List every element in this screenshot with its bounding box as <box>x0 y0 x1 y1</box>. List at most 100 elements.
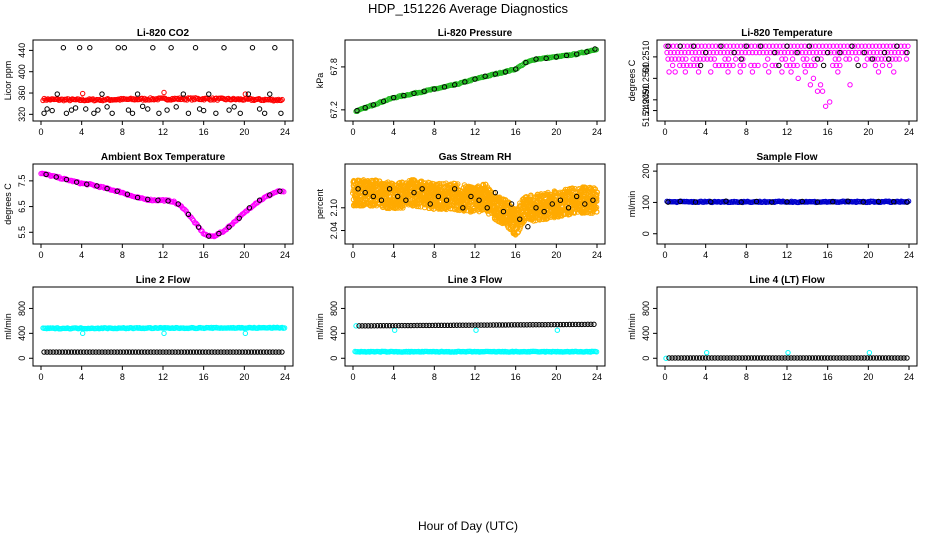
data-point <box>594 192 600 198</box>
data-point <box>722 56 728 62</box>
data-point <box>161 330 167 337</box>
data-point <box>823 43 829 49</box>
x-tick-label: 20 <box>863 127 873 137</box>
y-tick-label: 67.2 <box>329 101 339 119</box>
data-point <box>451 186 458 192</box>
panel-8: Line 3 Flow ml/min 0 4 8 12 16 20 24 0 400 800 <box>315 275 606 382</box>
data-point <box>905 43 911 49</box>
data-point <box>460 205 466 211</box>
data-point <box>898 355 904 361</box>
data-point <box>209 349 215 355</box>
data-point <box>496 322 503 328</box>
x-tick-label: 8 <box>432 250 437 260</box>
data-point <box>356 323 362 329</box>
data-point <box>568 210 575 216</box>
data-point <box>593 204 600 211</box>
data-point <box>812 43 819 49</box>
data-point <box>803 355 810 361</box>
data-point <box>899 49 905 56</box>
x-tick-label: 24 <box>904 250 914 260</box>
data-point <box>79 330 86 337</box>
y-tick-label: 2.10 <box>329 199 339 217</box>
series-2 <box>79 89 249 97</box>
data-point <box>837 355 843 361</box>
data-point <box>380 323 387 329</box>
data-point <box>696 355 703 361</box>
data-point <box>96 349 102 355</box>
data-point <box>665 56 671 62</box>
y-axis-label: kPa <box>315 73 325 89</box>
data-point <box>60 45 67 51</box>
data-point <box>692 199 699 205</box>
series-2 <box>665 198 910 205</box>
data-point <box>447 322 454 328</box>
data-point <box>671 49 677 56</box>
data-point <box>492 71 499 77</box>
data-point <box>109 110 115 116</box>
y-tick-label: 320 <box>17 107 27 122</box>
x-tick-label: 16 <box>511 372 521 382</box>
data-point <box>855 355 861 361</box>
y-tick-label: 51.2500 <box>641 62 651 95</box>
data-point <box>123 349 130 355</box>
data-point <box>487 187 493 194</box>
data-point <box>545 321 551 328</box>
y-tick-label: 5.5 <box>17 226 27 239</box>
data-point <box>466 322 472 328</box>
data-point <box>886 62 893 69</box>
y-tick-label: 200 <box>641 164 651 179</box>
data-point <box>676 56 682 62</box>
data-point <box>904 355 910 361</box>
data-point <box>441 84 448 90</box>
data-point <box>485 211 492 217</box>
data-point <box>724 49 731 56</box>
data-point <box>454 322 460 328</box>
data-point <box>44 106 50 112</box>
data-point <box>895 49 902 56</box>
x-tick-label: 8 <box>744 372 749 382</box>
data-point <box>206 349 212 355</box>
data-point <box>836 56 842 62</box>
data-point <box>770 43 776 49</box>
data-point <box>511 322 518 328</box>
data-point <box>242 91 249 97</box>
x-tick-label: 8 <box>120 372 125 382</box>
data-point <box>767 355 773 361</box>
data-point <box>869 56 876 62</box>
data-point <box>830 43 836 49</box>
data-point <box>132 349 139 355</box>
data-point <box>518 322 524 328</box>
data-point <box>576 321 582 328</box>
data-point <box>206 233 212 239</box>
series-3 <box>356 321 597 329</box>
x-tick-label: 20 <box>239 127 249 137</box>
x-tick-label: 24 <box>280 127 290 137</box>
x-tick-label: 4 <box>703 372 708 382</box>
data-point <box>851 43 858 49</box>
data-point <box>712 355 718 361</box>
data-point <box>226 224 232 230</box>
data-point <box>418 204 424 210</box>
data-point <box>548 321 554 328</box>
data-point <box>817 82 824 88</box>
data-point <box>819 43 826 49</box>
y-tick-label: 0 <box>641 356 651 361</box>
data-point <box>830 62 836 69</box>
x-tick-label: 20 <box>551 372 561 382</box>
data-point <box>62 349 69 355</box>
data-point <box>484 205 490 211</box>
data-point <box>675 355 681 361</box>
x-tick-label: 20 <box>863 250 873 260</box>
data-point <box>44 349 50 355</box>
data-point <box>800 355 806 361</box>
y-tick-label: 51.2490 <box>641 94 651 127</box>
data-point <box>904 199 910 205</box>
panel-4: Ambient Box Temperature degrees C 0 4 8 12 16 2… <box>3 152 294 260</box>
y-axis-label: ml/min <box>627 191 637 218</box>
data-point <box>853 199 859 206</box>
data-point <box>76 45 83 51</box>
panel-title: Gas Stream RH <box>439 152 512 163</box>
x-tick-label: 20 <box>551 127 561 137</box>
data-point <box>776 355 782 361</box>
data-point <box>837 62 843 69</box>
